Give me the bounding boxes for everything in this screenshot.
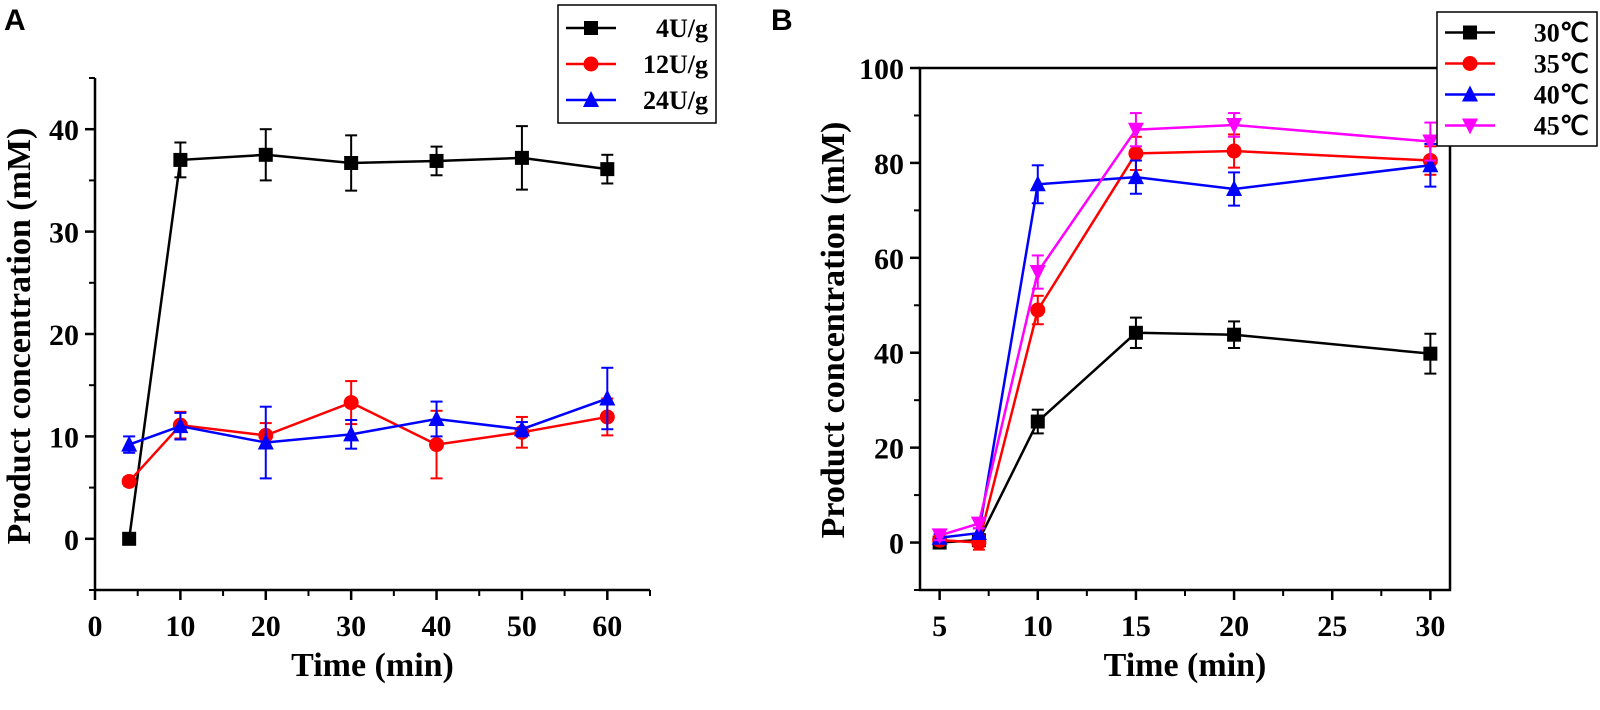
data-point bbox=[1422, 156, 1439, 173]
series-line bbox=[128, 397, 608, 446]
legend-label: 4U/g bbox=[656, 14, 708, 43]
data-point bbox=[1128, 145, 1144, 161]
data-point bbox=[429, 153, 444, 168]
y-tick-label: 100 bbox=[859, 53, 904, 86]
y-axis-title: Product concentration (mM) bbox=[815, 122, 852, 539]
y-tick-label: 20 bbox=[49, 319, 79, 352]
y-tick-label: 60 bbox=[874, 243, 904, 276]
legend-label: 24U/g bbox=[643, 86, 708, 115]
data-point bbox=[121, 435, 138, 452]
axes: 0 10 20 30 40 50 60 0 10 20 30 40 bbox=[49, 77, 651, 643]
panel-a-chart: A 0 10 20 30 40 50 60 0 10 20 30 40 Time (min) Product… bbox=[1, 4, 717, 684]
x-tick-label: 20 bbox=[251, 610, 281, 643]
series-line bbox=[939, 164, 1431, 540]
series-line bbox=[128, 401, 608, 483]
data-point bbox=[121, 473, 137, 489]
x-tick-label: 30 bbox=[1415, 610, 1445, 643]
y-tick-label: 20 bbox=[874, 433, 904, 466]
series-1 bbox=[932, 133, 1438, 551]
series-line bbox=[127, 153, 608, 539]
legend-label: 12U/g bbox=[643, 50, 708, 79]
series-3 bbox=[931, 112, 1439, 545]
series-0 bbox=[122, 125, 615, 546]
x-tick-label: 10 bbox=[1023, 610, 1053, 643]
x-axis-title: Time (min) bbox=[1104, 647, 1267, 684]
x-tick-label: 15 bbox=[1121, 610, 1151, 643]
data-point bbox=[600, 162, 615, 177]
series-line bbox=[939, 123, 1431, 537]
data-point bbox=[428, 409, 445, 426]
legend-marker bbox=[1462, 118, 1478, 135]
legend-label: 35℃ bbox=[1534, 50, 1589, 79]
x-tick-label: 0 bbox=[88, 610, 103, 643]
data-point bbox=[1029, 265, 1046, 282]
data-point bbox=[122, 531, 137, 546]
y-tick-label: 80 bbox=[874, 148, 904, 181]
panel-label: B bbox=[771, 4, 793, 37]
data-point bbox=[1423, 346, 1438, 361]
legend-label: 40℃ bbox=[1534, 81, 1589, 110]
x-tick-label: 25 bbox=[1317, 610, 1347, 643]
data-point bbox=[344, 155, 359, 170]
x-tick-label: 40 bbox=[422, 610, 452, 643]
data-point bbox=[970, 516, 987, 533]
data-point bbox=[1030, 414, 1045, 429]
y-tick-label: 30 bbox=[49, 217, 79, 250]
series-line bbox=[939, 331, 1431, 544]
data-point bbox=[514, 150, 529, 165]
legend: 30℃35℃40℃45℃ bbox=[1436, 11, 1598, 147]
series-2 bbox=[121, 366, 616, 480]
legend-marker bbox=[1462, 56, 1478, 71]
data-point bbox=[1030, 302, 1046, 318]
data-point bbox=[931, 528, 948, 545]
data-point bbox=[599, 389, 616, 406]
data-point bbox=[257, 433, 274, 450]
y-tick-label: 0 bbox=[889, 528, 904, 561]
x-tick-label: 10 bbox=[165, 610, 195, 643]
legend-label: 45℃ bbox=[1534, 112, 1589, 141]
x-tick-label: 60 bbox=[592, 610, 622, 643]
y-tick-label: 0 bbox=[64, 524, 79, 557]
data-point bbox=[173, 152, 188, 167]
y-tick-label: 10 bbox=[49, 421, 79, 454]
legend-marker bbox=[1462, 85, 1478, 102]
panel-b-chart: B 5 10 15 20 25 30 0 20 40 60 80 100 Time (min) Produc… bbox=[771, 4, 1598, 684]
legend-label: 30℃ bbox=[1534, 19, 1589, 48]
panel-label: A bbox=[4, 4, 26, 37]
data-point bbox=[1029, 175, 1046, 192]
data-point bbox=[1226, 143, 1242, 159]
legend-marker bbox=[1463, 25, 1477, 40]
data-point bbox=[258, 147, 273, 162]
x-axis-title: Time (min) bbox=[291, 647, 454, 684]
data-point bbox=[1227, 327, 1242, 342]
data-point bbox=[343, 425, 360, 442]
data-point bbox=[513, 420, 530, 437]
data-point bbox=[343, 395, 359, 411]
axes: 5 10 15 20 25 30 0 20 40 60 80 100 bbox=[859, 53, 1452, 643]
data-point bbox=[172, 417, 189, 434]
data-point bbox=[1226, 180, 1243, 197]
y-tick-label: 40 bbox=[874, 338, 904, 371]
data-point bbox=[429, 437, 445, 453]
data-point bbox=[1127, 122, 1144, 139]
legend: 4U/g 12U/g 24U/g bbox=[557, 4, 717, 124]
plot-frame bbox=[918, 66, 1452, 592]
x-tick-label: 30 bbox=[336, 610, 366, 643]
x-tick-label: 5 bbox=[932, 610, 947, 643]
data-point bbox=[1226, 117, 1243, 134]
legend-marker bbox=[583, 91, 599, 107]
y-tick-label: 40 bbox=[49, 114, 79, 147]
legend-marker bbox=[583, 56, 599, 72]
data-point bbox=[1422, 134, 1439, 151]
data-point bbox=[1128, 325, 1143, 340]
x-tick-label: 20 bbox=[1219, 610, 1249, 643]
data-point bbox=[1127, 168, 1144, 185]
x-tick-label: 50 bbox=[507, 610, 537, 643]
y-axis-title: Product concentration (mM) bbox=[1, 128, 38, 545]
series-1 bbox=[121, 380, 615, 489]
legend-marker bbox=[584, 21, 598, 35]
